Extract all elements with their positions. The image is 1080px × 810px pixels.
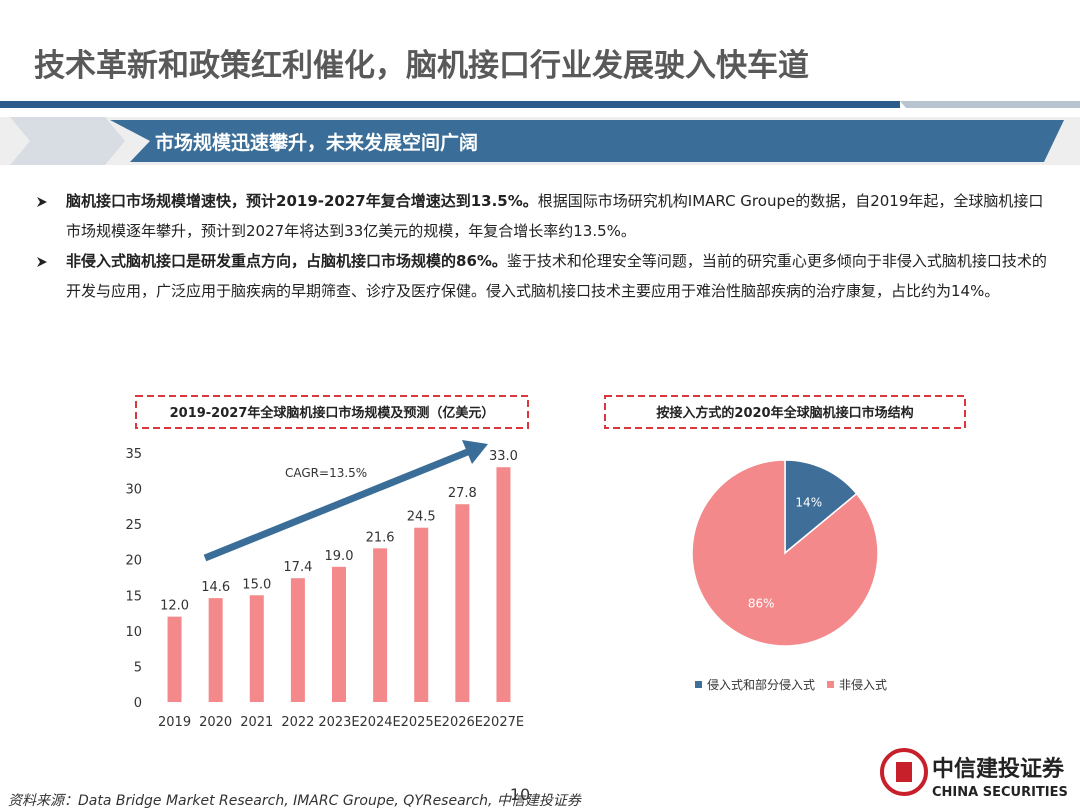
- bar: [455, 504, 470, 702]
- value-label: 24.5: [407, 510, 436, 525]
- logo-text: 中信建投证券: [932, 756, 1065, 782]
- y-tick-label: 5: [134, 660, 142, 675]
- x-tick-label: 2019: [158, 715, 191, 730]
- chart-title-box: [604, 395, 966, 429]
- legend-label: 侵入式和部分侵入式: [707, 677, 815, 692]
- bar: [332, 566, 346, 702]
- bar: [208, 598, 223, 702]
- chart-title-box: [135, 395, 529, 429]
- title-rule: [0, 101, 900, 108]
- slide-title: 技术革新和政策红利催化，脑机接口行业发展驶入快车道: [34, 48, 809, 84]
- y-tick-label: 0: [134, 696, 142, 711]
- charts: 2019-2027年全球脑机接口市场规模及预测（亿美元） 0 5 10 15 20 25 30…: [125, 405, 913, 730]
- x-tick-label: 2022: [281, 715, 314, 730]
- y-tick-label: 15: [125, 589, 142, 604]
- value-label: 19.0: [325, 549, 354, 564]
- value-label: 21.6: [366, 530, 395, 545]
- page-number: 10: [510, 785, 530, 804]
- y-tick-label: 10: [125, 625, 142, 640]
- bullet-list: 脑机接口市场规模增速快，预计2019-2027年复合增速达到13.5%。根据国际…: [36, 186, 1056, 306]
- y-tick-label: 35: [125, 447, 142, 462]
- source-note: 资料来源：Data Bridge Market Research, IMARC …: [8, 793, 582, 809]
- legend-swatch: [827, 681, 835, 688]
- x-tick-label: 2021: [240, 715, 273, 730]
- chart-title: 按接入方式的2020年全球脑机接口市场结构: [656, 405, 913, 421]
- bullet: 非侵入式脑机接口是研发重点方向，占脑机接口市场规模的86%。鉴于技术和伦理安全等…: [36, 246, 1056, 306]
- section-chevron: [10, 117, 125, 165]
- value-label: 17.4: [283, 560, 312, 575]
- x-tick-label: 2026E: [442, 715, 483, 730]
- section-title: 市场规模迅速攀升，未来发展空间广阔: [155, 131, 478, 154]
- value-label: 12.0: [160, 599, 189, 614]
- x-tick-label: 2020: [199, 715, 232, 730]
- x-tick-label: 2023E: [318, 715, 359, 730]
- pie-slice: [691, 459, 879, 647]
- x-tick-label: 2027E: [483, 715, 524, 730]
- bar: [290, 578, 305, 702]
- bullet: 脑机接口市场规模增速快，预计2019-2027年复合增速达到13.5%。根据国际…: [36, 186, 1056, 246]
- logo-mark: [880, 748, 928, 796]
- bullet-arrow: [37, 197, 47, 207]
- legend-label: 非侵入式: [839, 677, 887, 692]
- bar: [167, 616, 182, 702]
- pie-slice: [784, 459, 858, 555]
- bar: [496, 467, 511, 702]
- value-label: 14.6: [201, 580, 230, 595]
- bullet-lead: 脑机接口市场规模增速快，预计2019-2027年复合增速达到13.5%。: [66, 192, 538, 210]
- logo-en: CHINA SECURITIES: [932, 785, 1068, 800]
- bullet-lead: 非侵入式脑机接口是研发重点方向，占脑机接口市场规模的86%。: [66, 252, 507, 270]
- bar: [414, 527, 429, 702]
- bullet-arrow: [37, 257, 47, 267]
- y-tick-label: 20: [125, 554, 142, 569]
- chart-title: 2019-2027年全球脑机接口市场规模及预测（亿美元）: [170, 405, 495, 421]
- pie-label: 86%: [748, 596, 775, 610]
- bar: [249, 595, 264, 702]
- value-label: 33.0: [489, 449, 518, 464]
- value-label: 27.8: [448, 486, 477, 501]
- bullet-text: 鉴于技术和伦理安全等问题，当前的研究重心更多倾向于非侵入式脑机接口技术的开发与应…: [66, 252, 1047, 300]
- y-tick-label: 30: [125, 483, 142, 498]
- trend-arrowhead: [462, 440, 488, 464]
- x-tick-label: 2024E: [359, 715, 400, 730]
- trend-arrow: [203, 447, 472, 562]
- logo-mark: [896, 762, 912, 782]
- pie-label: 14%: [795, 496, 822, 510]
- bar: [373, 548, 388, 702]
- annotation: CAGR=13.5%: [285, 466, 367, 480]
- bullet-text: 根据国际市场研究机构IMARC Groupe的数据，自2019年起，全球脑机接口…: [66, 192, 1044, 240]
- y-tick-label: 25: [125, 518, 142, 533]
- section-banner: [110, 120, 1064, 162]
- legend-swatch: [695, 681, 702, 688]
- value-label: 15.0: [242, 577, 271, 592]
- title-rule-end: [900, 101, 1080, 108]
- x-tick-label: 2025E: [401, 715, 442, 730]
